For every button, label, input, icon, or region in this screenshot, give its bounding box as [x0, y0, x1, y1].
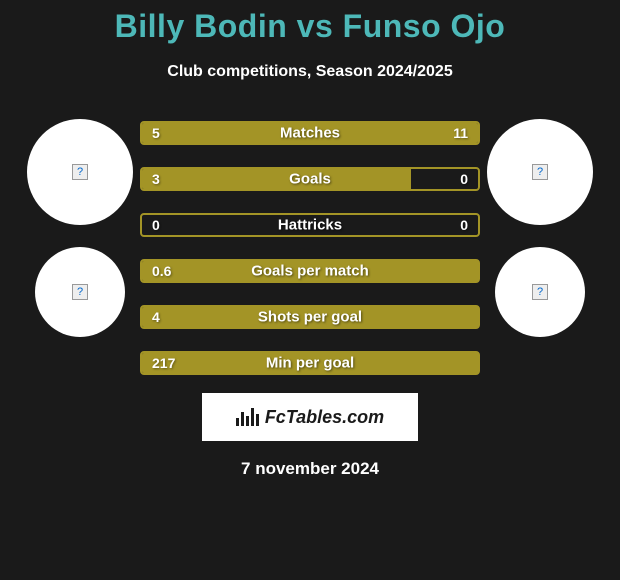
stat-left-value: 5: [152, 125, 160, 141]
stat-label: Goals: [289, 171, 331, 188]
stat-label: Matches: [280, 125, 340, 142]
placeholder-icon: ?: [532, 164, 548, 180]
stat-right-value: 11: [453, 125, 468, 141]
date-text: 7 november 2024: [0, 459, 620, 479]
stat-bars: 5 Matches 11 3 Goals 0 0 Hattricks 0 0.6 Goals per…: [140, 119, 480, 375]
left-column: ? ?: [20, 119, 140, 337]
stat-left-value: 217: [152, 355, 175, 371]
stat-left-value: 4: [152, 309, 160, 325]
stat-right-value: 0: [460, 217, 468, 233]
right-column: ? ?: [480, 119, 600, 337]
placeholder-icon: ?: [72, 164, 88, 180]
stat-bar-left-fill: [142, 169, 411, 189]
player2-avatar: ?: [487, 119, 593, 225]
subtitle: Club competitions, Season 2024/2025: [0, 63, 620, 81]
stat-label: Goals per match: [251, 263, 369, 280]
stat-bar: 0.6 Goals per match: [140, 259, 480, 283]
player2-club-badge: ?: [495, 247, 585, 337]
stat-left-value: 0.6: [152, 263, 171, 279]
stat-left-value: 0: [152, 217, 160, 233]
brand-box: FcTables.com: [202, 393, 418, 441]
stat-bar: 0 Hattricks 0: [140, 213, 480, 237]
stat-bar: 217 Min per goal: [140, 351, 480, 375]
main-row: ? ? 5 Matches 11 3 Goals 0 0 Hattricks 0 0.6 Goals…: [0, 119, 620, 375]
stat-bar: 5 Matches 11: [140, 121, 480, 145]
player1-avatar: ?: [27, 119, 133, 225]
stat-right-value: 0: [460, 171, 468, 187]
brand-text: FcTables.com: [265, 407, 384, 428]
stat-bar: 4 Shots per goal: [140, 305, 480, 329]
page-title: Billy Bodin vs Funso Ojo: [0, 0, 620, 45]
player1-club-badge: ?: [35, 247, 125, 337]
placeholder-icon: ?: [532, 284, 548, 300]
brand-logo-icon: [236, 408, 259, 426]
comparison-card: Billy Bodin vs Funso Ojo Club competitio…: [0, 0, 620, 479]
stat-left-value: 3: [152, 171, 160, 187]
stat-label: Hattricks: [278, 217, 342, 234]
placeholder-icon: ?: [72, 284, 88, 300]
stat-bar: 3 Goals 0: [140, 167, 480, 191]
stat-label: Shots per goal: [258, 309, 362, 326]
stat-label: Min per goal: [266, 355, 354, 372]
